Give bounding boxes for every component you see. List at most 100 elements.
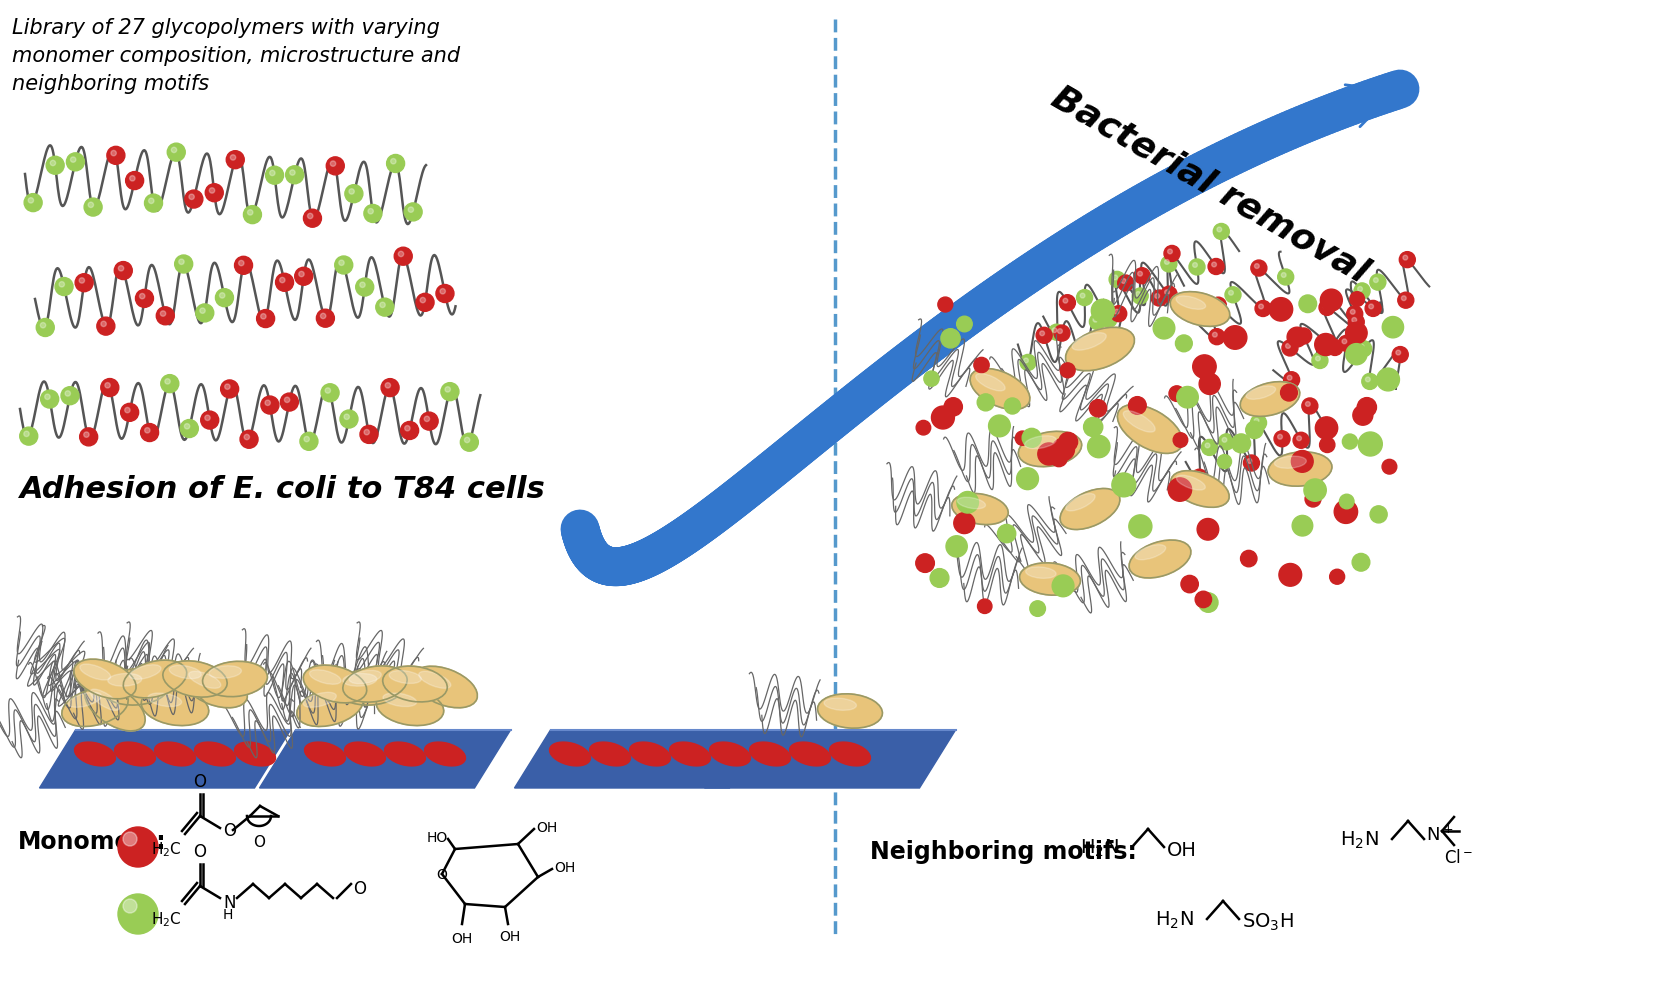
Circle shape bbox=[340, 411, 357, 428]
Circle shape bbox=[247, 211, 254, 216]
Ellipse shape bbox=[1177, 296, 1205, 310]
Ellipse shape bbox=[958, 498, 985, 509]
Circle shape bbox=[1305, 492, 1320, 508]
Circle shape bbox=[280, 278, 285, 283]
Circle shape bbox=[1110, 306, 1127, 322]
Circle shape bbox=[1177, 387, 1198, 409]
Circle shape bbox=[1225, 287, 1242, 303]
Ellipse shape bbox=[789, 743, 831, 766]
Text: Monomers:: Monomers: bbox=[18, 829, 167, 853]
Circle shape bbox=[205, 415, 210, 421]
Circle shape bbox=[1250, 415, 1267, 431]
Circle shape bbox=[1349, 315, 1364, 331]
Circle shape bbox=[1175, 336, 1192, 353]
Circle shape bbox=[364, 205, 382, 224]
Circle shape bbox=[225, 385, 230, 390]
Circle shape bbox=[1137, 292, 1140, 297]
Circle shape bbox=[1208, 329, 1225, 345]
Ellipse shape bbox=[108, 674, 142, 687]
Text: SO$_3$H: SO$_3$H bbox=[1242, 911, 1293, 931]
Circle shape bbox=[140, 294, 145, 299]
Ellipse shape bbox=[1066, 494, 1095, 511]
Circle shape bbox=[1163, 247, 1180, 262]
Circle shape bbox=[145, 195, 162, 213]
Circle shape bbox=[367, 210, 374, 215]
Circle shape bbox=[135, 290, 154, 308]
Circle shape bbox=[1334, 501, 1357, 524]
Circle shape bbox=[1092, 300, 1115, 323]
Circle shape bbox=[37, 319, 55, 337]
Circle shape bbox=[1168, 478, 1192, 502]
Circle shape bbox=[1258, 305, 1263, 309]
Circle shape bbox=[1362, 374, 1379, 390]
Circle shape bbox=[270, 171, 275, 177]
Circle shape bbox=[110, 151, 117, 157]
Ellipse shape bbox=[829, 743, 871, 766]
Circle shape bbox=[361, 283, 366, 288]
Ellipse shape bbox=[1135, 545, 1165, 561]
Circle shape bbox=[1223, 326, 1247, 350]
Circle shape bbox=[317, 310, 334, 328]
Circle shape bbox=[1297, 436, 1302, 441]
Ellipse shape bbox=[709, 743, 751, 766]
Text: Adhesion of E. coli to T84 cells: Adhesion of E. coli to T84 cells bbox=[20, 475, 546, 504]
Circle shape bbox=[1153, 318, 1175, 340]
Circle shape bbox=[304, 210, 322, 228]
Circle shape bbox=[381, 380, 399, 398]
Circle shape bbox=[172, 148, 177, 153]
Circle shape bbox=[1315, 357, 1320, 362]
Text: N$^+$: N$^+$ bbox=[1425, 824, 1454, 844]
Ellipse shape bbox=[412, 667, 477, 708]
Ellipse shape bbox=[202, 662, 267, 697]
Ellipse shape bbox=[62, 688, 129, 727]
Circle shape bbox=[424, 416, 429, 422]
Circle shape bbox=[200, 309, 205, 314]
Circle shape bbox=[1213, 301, 1218, 306]
Circle shape bbox=[1110, 272, 1125, 288]
Ellipse shape bbox=[73, 659, 137, 699]
Circle shape bbox=[67, 154, 85, 172]
Circle shape bbox=[1243, 455, 1260, 471]
Circle shape bbox=[1152, 290, 1167, 307]
Circle shape bbox=[239, 261, 244, 266]
Circle shape bbox=[1340, 495, 1354, 509]
Text: OH: OH bbox=[451, 931, 472, 945]
Circle shape bbox=[275, 274, 294, 292]
Circle shape bbox=[953, 513, 975, 534]
Ellipse shape bbox=[189, 672, 220, 689]
Text: OH: OH bbox=[554, 860, 576, 874]
Circle shape bbox=[1165, 290, 1170, 295]
Circle shape bbox=[335, 256, 352, 274]
Ellipse shape bbox=[182, 667, 247, 708]
Circle shape bbox=[956, 492, 978, 514]
Circle shape bbox=[409, 208, 414, 213]
Circle shape bbox=[1205, 443, 1210, 448]
Circle shape bbox=[1245, 421, 1263, 439]
Circle shape bbox=[1278, 269, 1293, 285]
Circle shape bbox=[1090, 401, 1107, 417]
Circle shape bbox=[1210, 298, 1227, 314]
Circle shape bbox=[1202, 440, 1217, 456]
Circle shape bbox=[1255, 301, 1272, 317]
Circle shape bbox=[1247, 459, 1252, 464]
Ellipse shape bbox=[304, 693, 335, 708]
Circle shape bbox=[1273, 431, 1290, 447]
Circle shape bbox=[185, 191, 204, 209]
Ellipse shape bbox=[749, 743, 791, 766]
Circle shape bbox=[421, 413, 439, 430]
Circle shape bbox=[220, 293, 225, 299]
Circle shape bbox=[1359, 345, 1364, 350]
Text: Library of 27 glycopolymers with varying
monomer composition, microstructure and: Library of 27 glycopolymers with varying… bbox=[12, 18, 461, 93]
Circle shape bbox=[1352, 554, 1370, 572]
Circle shape bbox=[1128, 515, 1152, 539]
Text: H$_2$N: H$_2$N bbox=[1155, 909, 1193, 929]
Circle shape bbox=[349, 190, 354, 195]
Circle shape bbox=[1327, 340, 1344, 356]
Circle shape bbox=[404, 426, 411, 431]
Circle shape bbox=[998, 525, 1016, 543]
Circle shape bbox=[441, 289, 446, 294]
Circle shape bbox=[1354, 406, 1374, 425]
Circle shape bbox=[1075, 352, 1090, 368]
Circle shape bbox=[175, 255, 192, 273]
Ellipse shape bbox=[1177, 476, 1205, 490]
